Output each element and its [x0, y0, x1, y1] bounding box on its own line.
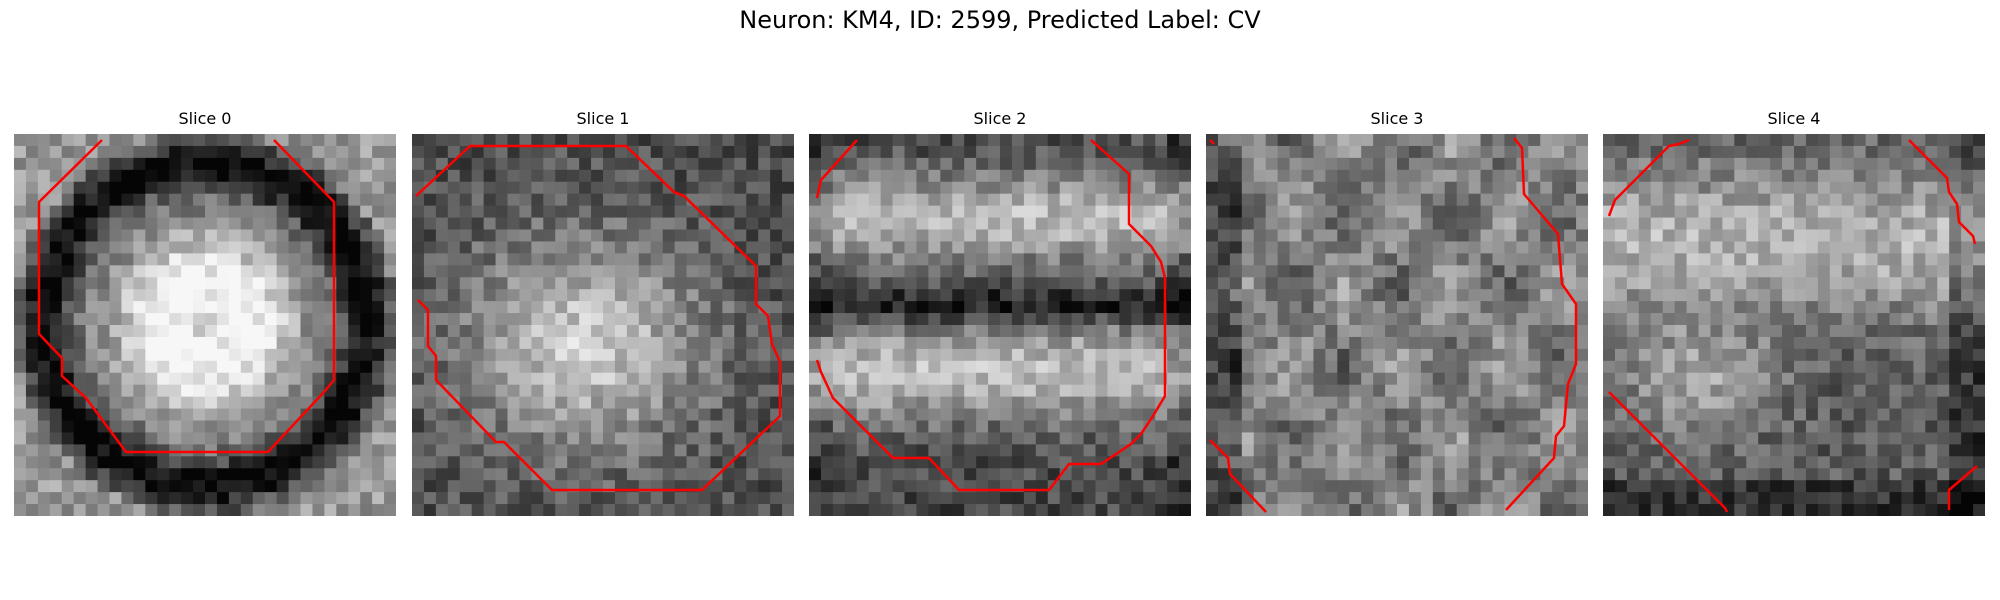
slice-title: Slice 4: [1767, 109, 1821, 128]
slice-title: Slice 1: [576, 109, 630, 128]
segmentation-contour: [37, 139, 336, 454]
segmentation-contour: [815, 139, 1167, 492]
slice-image: [809, 134, 1191, 516]
segmentation-contour: [1607, 138, 1690, 217]
slice-image-svg: [14, 134, 396, 516]
slice-panel-3: Slice 3: [1206, 106, 1588, 516]
segmentation-contour: [1209, 439, 1267, 513]
slice-title: Slice 3: [1370, 109, 1424, 128]
slice-panel-2: Slice 2: [809, 106, 1191, 516]
segmentation-contour: [1505, 137, 1578, 511]
slice-panel-0: Slice 0: [14, 106, 396, 516]
slice-image-svg: [412, 134, 794, 516]
segmentation-contour: [815, 139, 858, 199]
segmentation-contour: [1608, 391, 1729, 513]
segmentation-contour: [415, 144, 782, 492]
segmentation-contour: [1908, 139, 1977, 245]
slice-title: Slice 0: [178, 109, 232, 128]
figure-title: Neuron: KM4, ID: 2599, Predicted Label: …: [739, 6, 1261, 34]
slice-panel-4: Slice 4: [1603, 106, 1985, 516]
slice-image: [412, 134, 794, 516]
slice-image-svg: [1206, 134, 1588, 516]
slice-image: [14, 134, 396, 516]
slice-image-svg: [809, 134, 1191, 516]
slice-panel-1: Slice 1: [412, 106, 794, 516]
segmentation-contour: [1209, 139, 1215, 145]
slice-image-svg: [1603, 134, 1985, 516]
segmentation-contour: [1947, 465, 1978, 510]
slice-title: Slice 2: [973, 109, 1027, 128]
slice-image: [1603, 134, 1985, 516]
slice-image: [1206, 134, 1588, 516]
